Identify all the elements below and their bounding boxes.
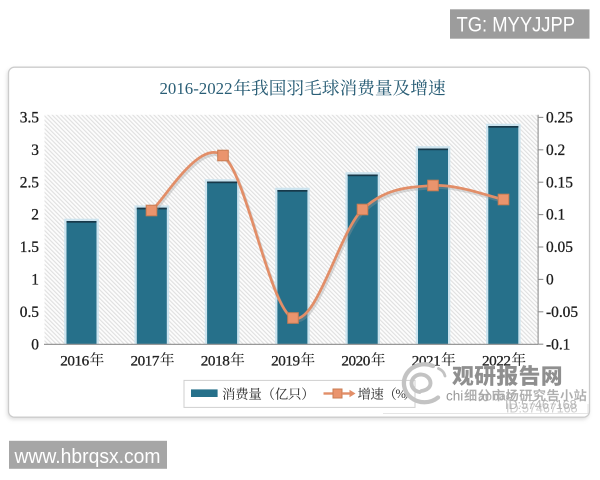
svg-text:-0.1: -0.1 [546, 336, 570, 353]
svg-text:2020: 2020 [341, 353, 370, 370]
svg-text:2016: 2016 [60, 353, 89, 370]
svg-text:2: 2 [31, 207, 39, 224]
svg-text:0.5: 0.5 [20, 304, 40, 321]
svg-text:2017: 2017 [131, 353, 160, 370]
svg-text:1: 1 [31, 272, 39, 289]
svg-text:%: % [396, 387, 406, 401]
svg-text:3: 3 [31, 142, 39, 159]
svg-text:0.25: 0.25 [546, 110, 573, 127]
svg-text:0: 0 [31, 336, 39, 353]
svg-text:2.5: 2.5 [20, 174, 40, 191]
svg-text:2022: 2022 [482, 353, 511, 370]
svg-text:aobao: aobao [478, 390, 513, 404]
svg-text:-0.05: -0.05 [546, 304, 578, 321]
svg-text:0.1: 0.1 [546, 207, 565, 224]
svg-text:2019: 2019 [271, 353, 300, 370]
svg-text:chi: chi [446, 389, 463, 404]
svg-text:2018: 2018 [201, 353, 230, 370]
svg-text:2016-2022: 2016-2022 [160, 79, 233, 98]
svg-text:www.hbrqsx.com: www.hbrqsx.com [14, 445, 161, 468]
svg-text:1.5: 1.5 [20, 239, 40, 256]
svg-text:0.05: 0.05 [546, 239, 573, 256]
svg-text:0.15: 0.15 [546, 174, 573, 191]
svg-text:0.2: 0.2 [546, 142, 565, 159]
svg-text:TG: MYYJJPP: TG: MYYJJPP [457, 14, 576, 37]
svg-text:3.5: 3.5 [20, 110, 40, 127]
svg-text:ID:57467168: ID:57467168 [506, 402, 578, 416]
svg-text:0: 0 [546, 272, 554, 289]
svg-text:ID:57467168: ID:57467168 [505, 398, 577, 412]
